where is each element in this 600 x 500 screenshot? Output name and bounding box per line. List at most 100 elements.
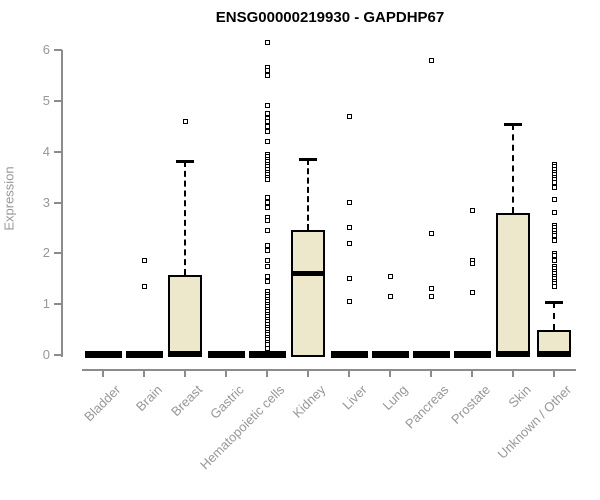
- collapsed-box: [454, 351, 491, 358]
- x-tick-label: Gastric: [206, 382, 247, 422]
- outlier-point: [264, 248, 270, 254]
- x-tick-label: Unknown / Other: [495, 382, 575, 462]
- outlier-point: [551, 283, 557, 289]
- outlier-point: [469, 207, 475, 213]
- y-tick-label: 6: [42, 42, 50, 57]
- x-tick: [471, 369, 473, 377]
- whisker: [512, 123, 514, 213]
- outlier-point: [264, 103, 270, 109]
- x-tick: [430, 369, 432, 377]
- x-tick: [102, 369, 104, 377]
- y-axis-line: [61, 50, 63, 357]
- outlier-point: [264, 243, 270, 249]
- collapsed-box: [331, 351, 368, 358]
- whisker-cap: [176, 159, 194, 163]
- y-axis-label: Expression: [1, 166, 17, 231]
- whisker: [307, 159, 309, 231]
- outlier-point: [387, 294, 393, 300]
- outlier-point: [551, 210, 557, 216]
- outlier-point: [264, 139, 270, 144]
- x-tick: [512, 369, 514, 377]
- x-tick: [266, 369, 268, 377]
- y-tick: [54, 303, 62, 306]
- outlier-point: [264, 200, 270, 205]
- outlier-point: [264, 72, 270, 78]
- box: [168, 274, 202, 357]
- outlier-point: [264, 177, 270, 183]
- outlier-point: [551, 197, 557, 203]
- collapsed-box: [126, 351, 163, 358]
- box: [496, 212, 530, 357]
- outlier-point: [264, 217, 270, 223]
- y-tick-label: 1: [42, 296, 50, 312]
- outlier-point: [264, 118, 270, 124]
- x-tick: [389, 369, 391, 377]
- outlier-point: [428, 230, 434, 236]
- whisker-cap: [504, 122, 522, 126]
- outlier-point: [551, 179, 557, 185]
- outlier-point: [141, 258, 147, 264]
- x-tick-label: Lung: [379, 382, 411, 414]
- collapsed-box: [372, 351, 409, 358]
- outlier-point: [551, 233, 557, 239]
- collapsed-box: [208, 351, 245, 358]
- outlier-point: [428, 57, 434, 63]
- x-tick-label: Breast: [168, 382, 206, 420]
- y-tick-label: 2: [42, 245, 50, 261]
- outlier-point: [264, 111, 270, 117]
- median-line: [496, 351, 530, 356]
- x-tick-label: Prostate: [447, 382, 493, 427]
- outlier-point: [264, 67, 270, 73]
- x-axis-line: [82, 369, 576, 371]
- median-line: [168, 351, 202, 356]
- whisker-cap: [299, 158, 317, 162]
- outlier-point: [346, 276, 352, 282]
- outlier-point: [264, 227, 270, 233]
- outlier-point: [551, 253, 557, 259]
- outlier-point: [428, 294, 434, 300]
- x-tick: [225, 369, 227, 377]
- collapsed-box: [85, 351, 122, 358]
- outlier-point: [346, 225, 352, 231]
- collapsed-box: [413, 351, 450, 358]
- outlier-point: [551, 184, 557, 190]
- median-line: [537, 351, 571, 356]
- outlier-point: [264, 123, 270, 129]
- y-tick: [54, 49, 62, 51]
- y-tick-label: 5: [42, 92, 50, 108]
- outlier-point: [387, 273, 393, 279]
- outlier-point: [469, 261, 475, 266]
- outlier-point: [346, 113, 352, 119]
- x-tick: [143, 369, 145, 377]
- y-tick: [54, 252, 62, 255]
- outlier-point: [264, 278, 270, 284]
- outlier-point: [346, 299, 352, 305]
- outlier-point: [264, 194, 270, 200]
- outlier-point: [182, 118, 188, 124]
- outlier-point: [428, 286, 434, 292]
- outlier-point: [264, 128, 270, 134]
- collapsed-box: [249, 351, 286, 358]
- whisker: [553, 301, 555, 330]
- x-tick-label: Kidney: [289, 382, 329, 421]
- x-tick-label: Pancreas: [402, 382, 452, 432]
- outlier-point: [469, 290, 475, 296]
- outlier-point: [141, 283, 147, 289]
- chart-title: ENSG00000219930 - GAPDHP67: [215, 9, 445, 26]
- box: [291, 230, 325, 357]
- outlier-point: [264, 258, 270, 264]
- y-tick: [54, 354, 62, 356]
- outlier-point: [551, 238, 557, 244]
- y-tick-label: 4: [42, 143, 50, 159]
- whisker-cap: [545, 300, 563, 304]
- x-tick: [348, 369, 350, 377]
- outlier-point: [346, 240, 352, 246]
- outlier-point: [346, 200, 352, 205]
- outlier-point: [264, 273, 270, 279]
- x-tick-label: Skin: [505, 382, 534, 411]
- outlier-point: [264, 346, 270, 352]
- y-tick-label: 0: [42, 347, 50, 362]
- x-tick-label: Bladder: [81, 382, 124, 425]
- x-tick-label: Brain: [132, 382, 165, 415]
